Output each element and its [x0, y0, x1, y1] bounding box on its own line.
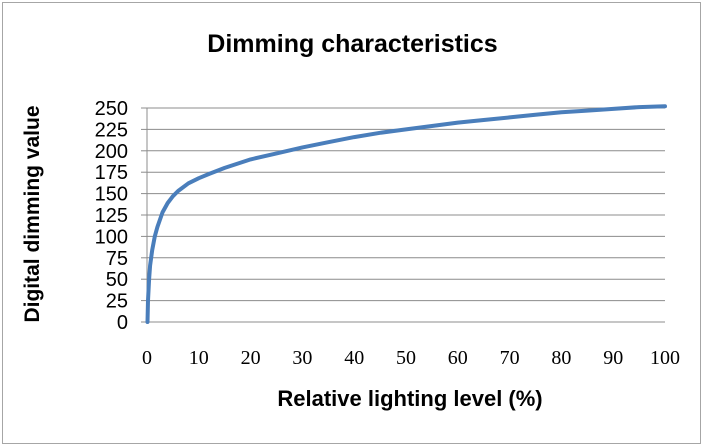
y-tick-label-125: 125	[95, 205, 128, 227]
x-tick-label-0: 0	[142, 347, 152, 369]
y-tick-label-0: 0	[117, 312, 128, 334]
y-tick-label-100: 100	[95, 226, 128, 248]
chart-title: Dimming characteristics	[207, 30, 498, 58]
x-tick-label-80: 80	[551, 347, 571, 369]
y-tick-label-50: 50	[106, 269, 128, 291]
x-tick-label-60: 60	[448, 347, 468, 369]
y-tick-label-25: 25	[106, 291, 128, 313]
y-tick-label-250: 250	[95, 98, 128, 120]
x-axis-label: Relative lighting level (%)	[277, 386, 543, 411]
x-tick-labels: 0 10 20 30 40 50 60 70 80 90 100	[142, 347, 680, 369]
series-group	[145, 104, 667, 324]
y-tick-label-225: 225	[95, 119, 128, 141]
y-tick-label-200: 200	[95, 141, 128, 163]
x-tick-label-40: 40	[344, 347, 364, 369]
y-tick-label-150: 150	[95, 184, 128, 206]
x-tick-label-10: 10	[189, 347, 209, 369]
chart-frame	[2, 2, 701, 444]
gridlines	[147, 107, 665, 302]
series-line-0	[145, 104, 667, 324]
x-tick-label-50: 50	[396, 347, 416, 369]
x-tick-label-100: 100	[650, 347, 680, 369]
x-tick-label-90: 90	[603, 347, 623, 369]
y-tick-label-75: 75	[106, 248, 128, 270]
x-tick-label-20: 20	[241, 347, 261, 369]
x-tick-label-70: 70	[500, 347, 520, 369]
y-tick-label-175: 175	[95, 162, 128, 184]
x-tick-label-30: 30	[292, 347, 312, 369]
